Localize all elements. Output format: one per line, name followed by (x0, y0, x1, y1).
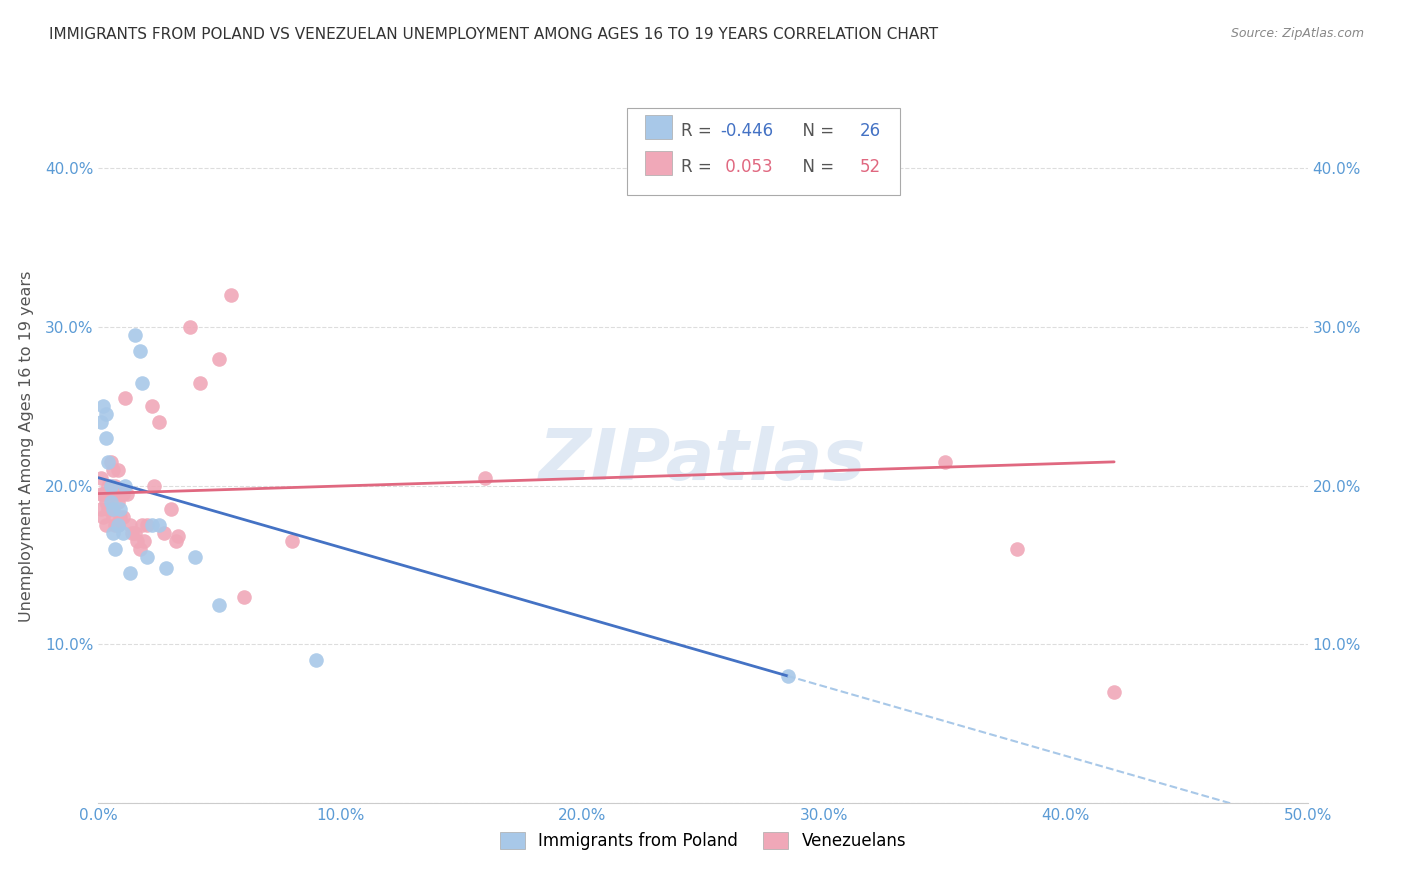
Point (104, 542, 127, 557)
Point (143, 478, 166, 492)
Point (100, 478, 122, 492)
Text: R =: R = (682, 158, 717, 176)
Point (134, 534, 156, 549)
Point (128, 343, 150, 358)
Point (91, 486, 114, 500)
Point (121, 526, 143, 541)
Point (1102, 685, 1125, 699)
Point (100, 455, 122, 469)
Point (208, 351, 231, 366)
Point (776, 669, 799, 683)
Point (114, 392, 136, 406)
Point (179, 320, 201, 334)
Point (108, 502, 131, 516)
Point (184, 549, 207, 564)
Legend: Immigrants from Poland, Venezuelans: Immigrants from Poland, Venezuelans (492, 824, 914, 859)
Point (107, 463, 129, 477)
Point (111, 510, 134, 524)
Point (94, 431, 117, 445)
Point (474, 471, 496, 485)
Point (141, 400, 163, 414)
Point (281, 534, 304, 549)
Point (90, 502, 112, 516)
Point (94, 518, 117, 533)
Point (94, 486, 117, 500)
Point (117, 486, 139, 500)
Text: N =: N = (793, 158, 839, 176)
Point (155, 561, 177, 575)
Point (97, 502, 120, 516)
Point (90, 486, 112, 500)
Point (111, 526, 134, 541)
Text: Source: ZipAtlas.com: Source: ZipAtlas.com (1230, 27, 1364, 40)
Point (160, 502, 183, 516)
Text: 52: 52 (860, 158, 882, 176)
Point (208, 598, 231, 612)
Point (1007, 542, 1029, 557)
Point (101, 510, 124, 524)
Point (152, 526, 174, 541)
Point (90, 471, 112, 485)
Point (118, 518, 141, 533)
Text: R =: R = (682, 122, 717, 140)
Point (118, 566, 141, 580)
Point (305, 653, 328, 667)
Point (91, 510, 114, 524)
Point (188, 376, 211, 390)
FancyBboxPatch shape (627, 109, 900, 194)
Point (127, 534, 149, 549)
Point (108, 486, 131, 500)
Point (104, 478, 127, 492)
FancyBboxPatch shape (645, 151, 672, 175)
Point (97, 455, 120, 469)
Point (101, 526, 124, 541)
Point (100, 494, 122, 508)
Text: N =: N = (793, 122, 839, 140)
Text: -0.446: -0.446 (720, 122, 773, 140)
Point (101, 486, 124, 500)
Point (90, 415, 112, 429)
Text: IMMIGRANTS FROM POLAND VS VENEZUELAN UNEMPLOYMENT AMONG AGES 16 TO 19 YEARS CORR: IMMIGRANTS FROM POLAND VS VENEZUELAN UNE… (49, 27, 938, 42)
Point (934, 455, 956, 469)
Point (128, 542, 150, 557)
Y-axis label: Unemployment Among Ages 16 to 19 years: Unemployment Among Ages 16 to 19 years (18, 270, 34, 622)
Text: 0.053: 0.053 (720, 158, 772, 176)
Text: 26: 26 (860, 122, 882, 140)
Point (91, 400, 114, 414)
Point (94, 407, 117, 421)
FancyBboxPatch shape (645, 115, 672, 139)
Point (135, 518, 157, 533)
Point (232, 590, 254, 604)
Point (124, 328, 146, 343)
Point (100, 502, 122, 516)
Point (94, 494, 117, 508)
Point (107, 518, 129, 533)
Point (124, 526, 146, 541)
Point (135, 549, 157, 564)
Point (100, 478, 122, 492)
Point (165, 534, 187, 549)
Point (101, 502, 124, 516)
Point (101, 463, 124, 477)
Point (148, 415, 170, 429)
Point (97, 478, 120, 492)
Point (114, 478, 136, 492)
Point (131, 376, 153, 390)
Point (221, 288, 243, 302)
Point (104, 518, 127, 533)
Point (108, 510, 131, 524)
Point (107, 518, 129, 533)
Point (107, 494, 129, 508)
Point (167, 529, 190, 543)
Point (148, 518, 170, 533)
Point (111, 486, 134, 500)
Point (131, 518, 153, 533)
Text: ZIPatlas: ZIPatlas (540, 425, 866, 495)
Point (141, 518, 163, 533)
